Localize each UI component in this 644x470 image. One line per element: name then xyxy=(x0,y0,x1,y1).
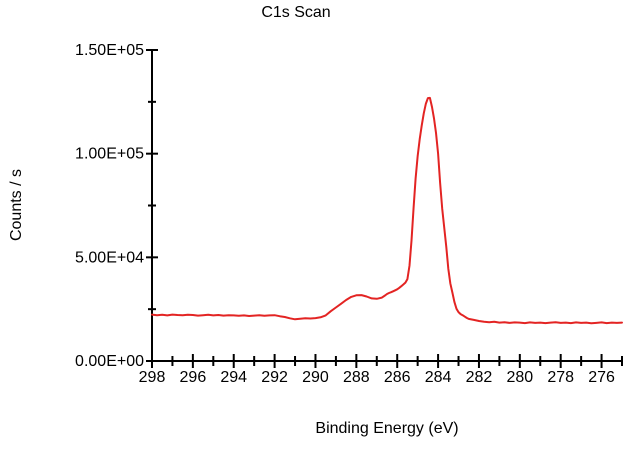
y-tick-label: 1.50E+05 xyxy=(75,42,144,59)
chart-title: C1s Scan xyxy=(261,4,331,21)
y-tick-label: 1.00E+05 xyxy=(75,146,144,163)
x-tick-label: 278 xyxy=(547,369,574,386)
x-tick-label: 280 xyxy=(506,369,533,386)
y-tick-label: 0.00E+00 xyxy=(75,353,144,370)
spectrum-line xyxy=(151,96,623,325)
x-tick-label: 298 xyxy=(139,369,166,386)
x-tick-label: 296 xyxy=(180,369,207,386)
x-tick-label: 290 xyxy=(302,369,329,386)
x-tick-label: 294 xyxy=(220,369,247,386)
x-tick-label: 282 xyxy=(466,369,493,386)
y-tick-label: 5.00E+04 xyxy=(75,249,144,266)
x-tick-label: 288 xyxy=(343,369,370,386)
x-tick-label: 286 xyxy=(384,369,411,386)
x-axis-title: Binding Energy (eV) xyxy=(315,420,459,437)
x-tick-label: 292 xyxy=(261,369,288,386)
x-tick-label: 284 xyxy=(425,369,452,386)
x-tick-label: 276 xyxy=(588,369,615,386)
y-axis-title: Counts / s xyxy=(8,168,25,242)
